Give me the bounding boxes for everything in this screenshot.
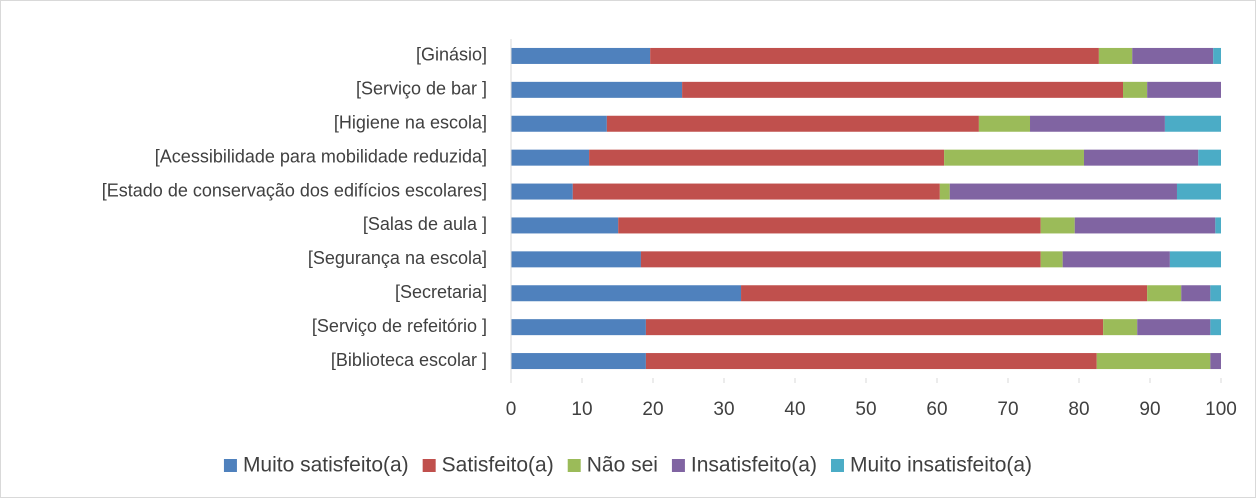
y-tick-label: [Biblioteca escolar ] (331, 350, 487, 370)
bar-segment (511, 81, 683, 98)
x-tick-label: 10 (571, 399, 592, 420)
legend-swatch (567, 459, 581, 472)
bar-segment (1210, 319, 1221, 336)
y-tick-label: [Higiene na escola] (334, 113, 487, 133)
legend-swatch (422, 459, 436, 472)
bar-segment (1147, 81, 1221, 98)
bar-segment (645, 319, 1104, 336)
bar-segment (511, 319, 646, 336)
bar-segment (606, 115, 979, 132)
bar-segment (1215, 217, 1221, 234)
y-tick-label: [Acessibilidade para mobilidade reduzida… (155, 146, 487, 166)
bar-segment (1103, 319, 1138, 336)
bar-segment (1164, 115, 1221, 132)
bar-segment (572, 183, 940, 200)
bar-segment (1198, 149, 1221, 166)
bar-segment (511, 251, 641, 268)
y-tick-label: [Estado de conservação dos edifícios esc… (102, 180, 487, 200)
bar-segment (618, 217, 1041, 234)
bar-segment (511, 183, 573, 200)
x-tick-label: 30 (713, 399, 734, 420)
x-tick-label: 90 (1139, 399, 1160, 420)
x-tick-label: 0 (506, 399, 517, 420)
x-tick-label: 100 (1205, 399, 1237, 420)
bar-segment (1062, 251, 1170, 268)
bar-segment (1137, 319, 1211, 336)
legend-swatch (223, 459, 237, 472)
bar-segment (650, 47, 1099, 64)
x-tick-label: 60 (926, 399, 947, 420)
bar-segment (1040, 251, 1063, 268)
legend-label: Insatisfeito(a) (691, 454, 817, 477)
bar-segment (741, 285, 1148, 302)
bar-segment (944, 149, 1084, 166)
y-tick-label: [Secretaria] (395, 282, 487, 302)
bar-segment (1083, 149, 1199, 166)
bar-segment (1147, 285, 1182, 302)
bar-segment (978, 115, 1031, 132)
bar-segment (511, 285, 742, 302)
bar-segment (939, 183, 950, 200)
x-tick-label: 40 (784, 399, 805, 420)
bar-segment (1210, 353, 1221, 370)
bar-segment (682, 81, 1124, 98)
bar-segment (645, 353, 1097, 370)
bar-segment (1181, 285, 1211, 302)
bar-segment (511, 149, 590, 166)
x-tick-label: 70 (997, 399, 1018, 420)
bar-segment (511, 217, 619, 234)
bar-segment (1030, 115, 1165, 132)
bar-segment (1040, 217, 1075, 234)
y-tick-label: [Serviço de refeitório ] (312, 316, 487, 336)
legend-label: Não sei (587, 454, 658, 477)
legend-swatch (830, 459, 844, 472)
bar-segment (1096, 353, 1211, 370)
y-tick-label: [Salas de aula ] (363, 214, 487, 234)
bar-segment (589, 149, 945, 166)
bar-segment (511, 47, 651, 64)
bar-segment (1098, 47, 1133, 64)
bar-segment (640, 251, 1041, 268)
bar-segment (1169, 251, 1221, 268)
bar-segment (1176, 183, 1221, 200)
legend-label: Muito insatisfeito(a) (850, 454, 1032, 477)
legend-label: Muito satisfeito(a) (243, 454, 409, 477)
bar-segment (1123, 81, 1148, 98)
y-tick-label: [Ginásio] (416, 45, 487, 65)
x-tick-label: 50 (855, 399, 876, 420)
legend-label: Satisfeito(a) (442, 454, 554, 477)
bar-segment (1210, 285, 1221, 302)
y-tick-label: [Serviço de bar ] (356, 79, 487, 99)
bar-segment (511, 353, 646, 370)
bar-segment (1213, 47, 1221, 64)
bar-segment (511, 115, 607, 132)
bar-segment (1074, 217, 1216, 234)
y-tick-label: [Segurança na escola] (308, 248, 487, 268)
legend-swatch (671, 459, 685, 472)
bar-segment (949, 183, 1177, 200)
bar-segment (1132, 47, 1214, 64)
x-tick-label: 80 (1068, 399, 1089, 420)
x-tick-label: 20 (642, 399, 663, 420)
